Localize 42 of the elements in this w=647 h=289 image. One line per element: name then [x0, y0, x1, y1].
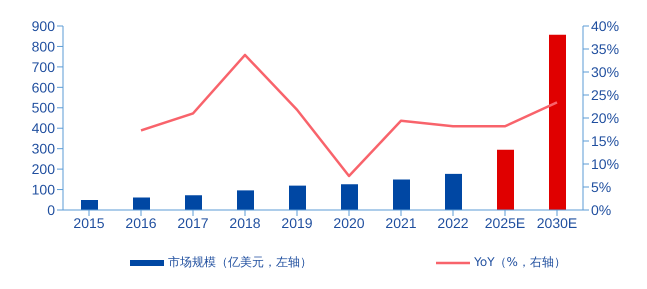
- bar: [237, 190, 254, 210]
- bar: [341, 184, 358, 210]
- y-tick-label: 0: [47, 202, 56, 218]
- y-tick-label: 700: [32, 58, 56, 75]
- x-tick-label: 2017: [177, 214, 209, 231]
- y2-tick-label: 5%: [591, 178, 612, 195]
- y-tick-label: 400: [32, 120, 56, 136]
- bar: [133, 198, 150, 210]
- y-tick-label: 300: [32, 140, 56, 157]
- x-tick-label: 2022: [437, 214, 469, 231]
- y-tick-label: 600: [32, 79, 56, 96]
- x-tick-label: 2025E: [484, 214, 526, 231]
- y2-tick-label: 0%: [591, 202, 612, 218]
- line-series: [140, 54, 558, 178]
- y-tick-label: 500: [32, 100, 56, 116]
- x-tick-label: 2019: [281, 214, 313, 231]
- x-tick-label: 2018: [229, 214, 261, 231]
- y-tick-label: 800: [32, 38, 56, 54]
- x-tick-label: 2016: [125, 214, 157, 231]
- bar: [393, 180, 410, 210]
- x-tick-label: 2021: [385, 214, 417, 231]
- bar: [445, 174, 462, 210]
- y2-tick-label: 25%: [591, 86, 620, 103]
- legend-label: YoY（%，右轴）: [474, 254, 566, 271]
- bar: [289, 186, 306, 210]
- y2-tick-label: 10%: [591, 156, 620, 172]
- legend-label: 市场规模（亿美元，左轴）: [168, 254, 312, 271]
- y2-tick-label: 30%: [591, 64, 620, 80]
- bar: [549, 34, 566, 210]
- y-tick-label: 100: [32, 182, 56, 198]
- x-tick-label: 2015: [73, 214, 105, 231]
- x-tick-label: 2020: [333, 214, 365, 231]
- y-tick-label: 200: [32, 161, 56, 178]
- bar: [497, 150, 514, 210]
- y2-tick-label: 40%: [591, 18, 620, 34]
- y-tick-label: 900: [32, 18, 56, 34]
- y2-tick-label: 20%: [591, 110, 620, 126]
- y2-tick-label: 15%: [591, 132, 620, 149]
- y2-tick-label: 35%: [591, 40, 620, 57]
- bar: [185, 195, 202, 210]
- bar: [81, 200, 98, 210]
- x-tick-label: 2030E: [536, 214, 578, 231]
